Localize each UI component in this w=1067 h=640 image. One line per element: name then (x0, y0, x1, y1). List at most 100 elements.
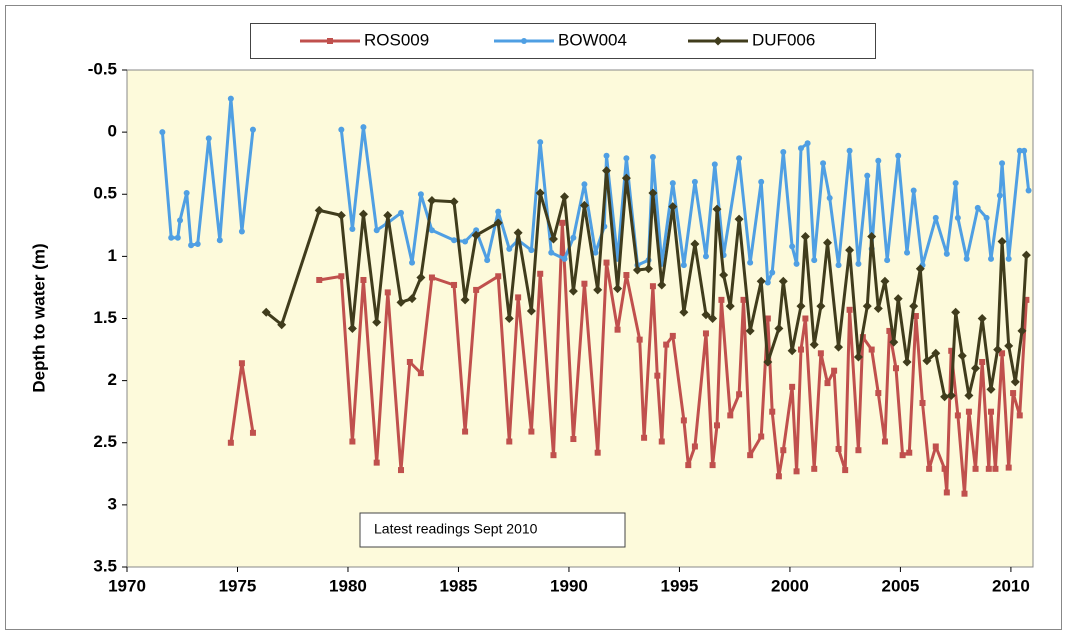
data-point (789, 383, 796, 390)
data-point (889, 337, 899, 347)
data-point (775, 473, 782, 480)
data-point (992, 465, 999, 472)
data-point (902, 357, 912, 367)
data-point (691, 178, 698, 185)
data-point (867, 231, 877, 241)
data-point (649, 283, 656, 290)
data-point (718, 296, 725, 303)
data-point (632, 265, 642, 275)
data-point (763, 357, 773, 367)
data-point (943, 250, 950, 257)
y-tick-label: 3.5 (93, 556, 117, 575)
data-point (654, 372, 661, 379)
x-tick-label: 1990 (550, 576, 588, 595)
data-point (581, 280, 588, 287)
data-point (537, 139, 544, 146)
data-point (986, 384, 996, 394)
data-point (177, 217, 184, 224)
data-point (899, 452, 906, 459)
data-point (277, 320, 287, 330)
data-point (835, 445, 842, 452)
data-point (360, 276, 367, 283)
annotation: Latest readings Sept 2010 (374, 521, 538, 537)
data-point (708, 314, 718, 323)
data-point (855, 447, 862, 454)
x-tick-label: 2000 (771, 576, 809, 595)
data-point (603, 152, 610, 159)
data-point (932, 214, 939, 221)
data-point (336, 210, 346, 220)
data-point (548, 234, 558, 244)
data-point (506, 245, 513, 252)
data-point (398, 209, 405, 216)
data-point (592, 249, 599, 256)
data-point (373, 459, 380, 466)
data-point (769, 269, 776, 276)
data-point (593, 285, 603, 295)
data-point (988, 255, 995, 262)
data-point (822, 238, 832, 248)
data-point (797, 346, 804, 353)
data-point (449, 197, 459, 207)
data-point (1005, 464, 1012, 471)
data-point (1016, 147, 1023, 154)
data-point (941, 465, 948, 472)
data-point (817, 350, 824, 357)
data-point (719, 270, 729, 280)
series-line (265, 169, 1028, 399)
x-tick-label: 2010 (992, 576, 1030, 595)
data-point (473, 286, 480, 293)
data-point (349, 226, 356, 233)
data-point (668, 202, 678, 212)
data-point (886, 327, 893, 334)
data-point (714, 422, 721, 429)
data-point (778, 276, 788, 286)
data-point (560, 192, 570, 202)
y-tick-label: -0.5 (88, 59, 117, 78)
data-point (842, 467, 849, 474)
data-point (747, 452, 754, 459)
data-point (793, 468, 800, 475)
data-point (614, 326, 621, 333)
data-point (690, 239, 700, 249)
data-point (570, 436, 577, 443)
data-point (855, 260, 862, 267)
x-tick-label: 1995 (661, 576, 699, 595)
data-point (764, 279, 771, 286)
data-point (594, 449, 601, 456)
data-point (952, 180, 959, 187)
data-point (884, 257, 891, 264)
data-point (685, 462, 692, 469)
data-point (780, 447, 787, 454)
legend-marker (327, 38, 333, 44)
data-point (568, 286, 578, 296)
data-point (912, 313, 919, 320)
data-point (940, 392, 950, 402)
data-point (537, 270, 544, 277)
x-tick-label: 1985 (440, 576, 478, 595)
data-point (623, 272, 630, 279)
data-point (725, 301, 735, 311)
legend-marker (521, 38, 527, 44)
data-point (349, 438, 356, 445)
data-point (811, 465, 818, 472)
data-point (669, 332, 676, 339)
data-point (881, 438, 888, 445)
y-tick-label: 2.5 (93, 432, 117, 451)
y-tick-label: 1.5 (93, 308, 117, 327)
data-point (1010, 377, 1020, 387)
data-point (893, 294, 903, 304)
annotation-box (359, 512, 626, 548)
data-point (183, 190, 190, 197)
data-point (515, 294, 522, 301)
data-point (559, 219, 566, 226)
x-tick-label: 1980 (329, 576, 367, 595)
data-point (835, 262, 842, 269)
data-point (736, 155, 743, 162)
data-point (462, 238, 469, 245)
data-point (831, 367, 838, 374)
data-point (613, 284, 623, 294)
data-point (495, 273, 502, 280)
data-point (396, 297, 406, 307)
data-point (880, 276, 890, 286)
